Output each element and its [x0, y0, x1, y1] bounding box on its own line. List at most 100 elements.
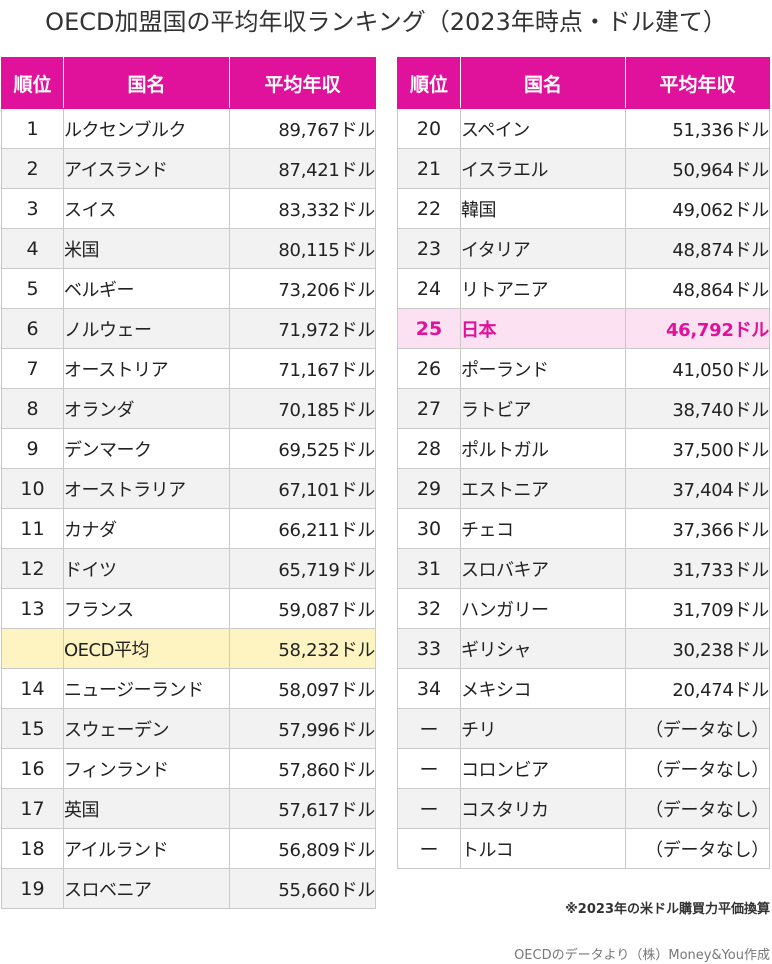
country-cell: コロンビア [460, 748, 626, 789]
rank-cell: 29 [397, 468, 461, 509]
country-cell: カナダ [63, 508, 230, 549]
country-cell: ベルギー [63, 268, 230, 309]
page-title: OECD加盟国の平均年収ランキング（2023年時点・ドル建て） [45, 8, 727, 36]
rank-cell: 1 [1, 108, 64, 149]
country-cell: メキシコ [460, 668, 626, 709]
salary-cell: 46,792ドル [625, 308, 770, 349]
table-row: 8 オランダ 70,185ドル [1, 388, 376, 429]
salary-cell: 31,709ドル [625, 588, 770, 629]
rank-cell: 14 [1, 668, 64, 709]
rank-cell: 13 [1, 588, 64, 629]
salary-cell: 55,660ドル [229, 868, 376, 909]
country-cell: トルコ [460, 828, 626, 869]
salary-cell: 71,167ドル [229, 348, 376, 389]
table-row: 7 オーストリア 71,167ドル [1, 348, 376, 389]
table-row: 21 イスラエル 50,964ドル [397, 148, 770, 189]
rank-cell: 15 [1, 708, 64, 749]
rank-cell: ー [397, 748, 461, 789]
country-cell: スロバキア [460, 548, 626, 589]
salary-cell: 48,864ドル [625, 268, 770, 309]
table-row: 31 スロバキア 31,733ドル [397, 548, 770, 589]
salary-cell: 56,809ドル [229, 828, 376, 869]
table-row: 14 ニュージーランド 58,097ドル [1, 668, 376, 709]
rank-cell: 2 [1, 148, 64, 189]
table-row: 30 チェコ 37,366ドル [397, 508, 770, 549]
table-row: 15 スウェーデン 57,996ドル [1, 708, 376, 749]
table-row: 33 ギリシャ 30,238ドル [397, 628, 770, 669]
rank-cell [1, 628, 64, 669]
country-cell: イタリア [460, 228, 626, 269]
salary-cell: （データなし） [625, 828, 770, 869]
salary-cell: （データなし） [625, 788, 770, 829]
country-cell: スペイン [460, 108, 626, 149]
country-cell: ドイツ [63, 548, 230, 589]
table-row: 18 アイルランド 56,809ドル [1, 828, 376, 869]
salary-cell: 49,062ドル [625, 188, 770, 229]
country-cell: ラトビア [460, 388, 626, 429]
rank-cell: 24 [397, 268, 461, 309]
country-cell: 英国 [63, 788, 230, 829]
japan-row: 25 日本 46,792ドル [397, 308, 770, 349]
header-salary: 平均年収 [229, 57, 376, 109]
country-cell: OECD平均 [63, 628, 230, 669]
country-cell: チェコ [460, 508, 626, 549]
salary-cell: 69,525ドル [229, 428, 376, 469]
table-row: 28 ポルトガル 37,500ドル [397, 428, 770, 469]
rank-cell: ー [397, 708, 461, 749]
country-cell: チリ [460, 708, 626, 749]
header-rank: 順位 [397, 57, 461, 109]
table-header-row: 順位 国名 平均年収 [1, 57, 376, 109]
rank-cell: 18 [1, 828, 64, 869]
salary-cell: 57,996ドル [229, 708, 376, 749]
source-credit: OECDのデータより（株）Money&You作成 [514, 948, 770, 963]
country-cell: スウェーデン [63, 708, 230, 749]
salary-cell: 70,185ドル [229, 388, 376, 429]
rank-cell: 34 [397, 668, 461, 709]
rank-cell: 26 [397, 348, 461, 389]
salary-cell: 37,500ドル [625, 428, 770, 469]
country-cell: スロベニア [63, 868, 230, 909]
salary-cell: 80,115ドル [229, 228, 376, 269]
salary-cell: 58,097ドル [229, 668, 376, 709]
table-row: 34 メキシコ 20,474ドル [397, 668, 770, 709]
country-cell: アイルランド [63, 828, 230, 869]
country-cell: フィンランド [63, 748, 230, 789]
table-row: 17 英国 57,617ドル [1, 788, 376, 829]
table-row: 2 アイスランド 87,421ドル [1, 148, 376, 189]
salary-cell: 87,421ドル [229, 148, 376, 189]
salary-cell: 67,101ドル [229, 468, 376, 509]
table-row: ーコスタリカ （データなし） [397, 788, 770, 829]
country-cell: ニュージーランド [63, 668, 230, 709]
table-row: 20 スペイン 51,336ドル [397, 108, 770, 149]
table-row: 12 ドイツ 65,719ドル [1, 548, 376, 589]
rank-cell: 32 [397, 588, 461, 629]
country-cell: リトアニア [460, 268, 626, 309]
rank-cell: 28 [397, 428, 461, 469]
salary-cell: 59,087ドル [229, 588, 376, 629]
rank-cell: 9 [1, 428, 64, 469]
salary-cell: 89,767ドル [229, 108, 376, 149]
rank-cell: 12 [1, 548, 64, 589]
salary-cell: 58,232ドル [229, 628, 376, 669]
table-row: 10 オーストラリア 67,101ドル [1, 468, 376, 509]
rank-cell: 23 [397, 228, 461, 269]
table-row: 27 ラトビア 38,740ドル [397, 388, 770, 429]
rank-cell: 7 [1, 348, 64, 389]
table-row: 6 ノルウェー 71,972ドル [1, 308, 376, 349]
rank-cell: 4 [1, 228, 64, 269]
country-cell: スイス [63, 188, 230, 229]
salary-cell: 83,332ドル [229, 188, 376, 229]
table-header-row: 順位 国名 平均年収 [397, 57, 770, 109]
footnote: ※2023年の米ドル購買力平価換算 [565, 902, 770, 917]
salary-cell: （データなし） [625, 708, 770, 749]
rank-cell: 31 [397, 548, 461, 589]
table-row: 13 フランス 59,087ドル [1, 588, 376, 629]
table-row: 22 韓国 49,062ドル [397, 188, 770, 229]
table-row: 4 米国 80,115ドル [1, 228, 376, 269]
salary-cell: 50,964ドル [625, 148, 770, 189]
rank-cell: 21 [397, 148, 461, 189]
salary-cell: 48,874ドル [625, 228, 770, 269]
rank-cell: 33 [397, 628, 461, 669]
rank-cell: 20 [397, 108, 461, 149]
table-row: 19 スロベニア 55,660ドル [1, 868, 376, 909]
